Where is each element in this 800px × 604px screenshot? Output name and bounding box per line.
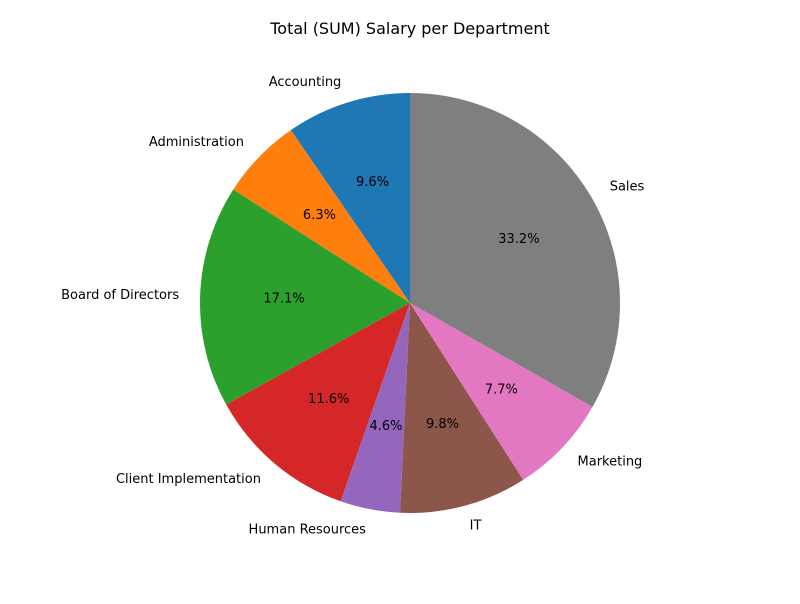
- chart-title: Total (SUM) Salary per Department: [269, 19, 550, 38]
- slice-labels: Accounting Administration Board of Directo…: [61, 75, 644, 537]
- slice-percentage-board-of-directors: 17.1%: [263, 291, 304, 306]
- slice-label-board-of-directors: Board of Directors: [61, 288, 179, 303]
- pie-slice-board-of-directors: [199, 189, 410, 405]
- pie-slice-it: [400, 303, 524, 513]
- slice-percentage-client-implementation: 11.6%: [308, 392, 349, 407]
- slice-label-accounting: Accounting: [269, 75, 342, 90]
- pie-slices: [199, 93, 621, 513]
- slice-label-marketing: Marketing: [578, 455, 643, 470]
- slice-label-sales: Sales: [610, 179, 645, 194]
- pie-slice-administration: [233, 130, 410, 303]
- percentage-labels: 9.6% 6.3% 17.1% 11.6% 4.6% 9.8% 7.7% 33.2%: [263, 175, 539, 434]
- slice-label-it: IT: [470, 519, 482, 534]
- slice-percentage-administration: 6.3%: [303, 208, 336, 223]
- slice-percentage-sales: 33.2%: [498, 232, 539, 247]
- pie-slice-accounting: [290, 93, 410, 303]
- slice-percentage-accounting: 9.6%: [356, 175, 389, 190]
- slice-percentage-it: 9.8%: [426, 417, 459, 432]
- slice-label-human-resources: Human Resources: [249, 522, 367, 537]
- slice-label-administration: Administration: [149, 135, 244, 150]
- pie-slice-sales: [410, 93, 621, 407]
- slice-percentage-human-resources: 4.6%: [369, 419, 402, 434]
- pie-slice-client-implementation: [226, 303, 410, 502]
- slice-percentage-marketing: 7.7%: [485, 382, 518, 397]
- pie-slice-human-resources: [340, 303, 410, 513]
- slice-label-client-implementation: Client Implementation: [116, 472, 261, 487]
- pie-slice-marketing: [410, 303, 593, 480]
